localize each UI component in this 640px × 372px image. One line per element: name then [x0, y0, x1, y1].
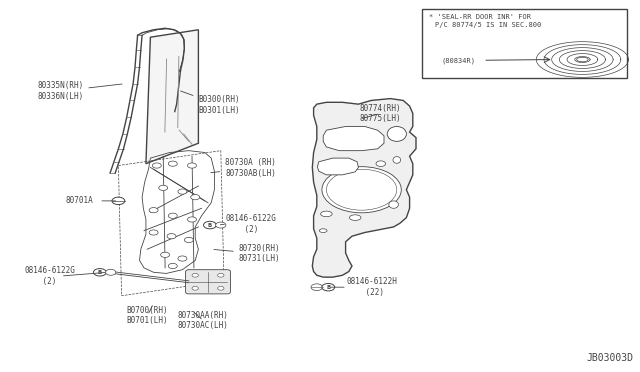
FancyBboxPatch shape: [422, 9, 627, 78]
Circle shape: [106, 269, 116, 275]
Ellipse shape: [387, 126, 406, 141]
Ellipse shape: [388, 201, 398, 208]
Circle shape: [322, 167, 401, 213]
Text: 80335N(RH)
80336N(LH): 80335N(RH) 80336N(LH): [37, 81, 122, 101]
Ellipse shape: [349, 215, 361, 220]
Ellipse shape: [393, 157, 401, 163]
Text: B: B: [208, 222, 212, 228]
Circle shape: [168, 263, 177, 269]
Ellipse shape: [376, 161, 385, 166]
Circle shape: [216, 222, 226, 228]
Text: 80730AA(RH)
80730AC(LH): 80730AA(RH) 80730AC(LH): [178, 311, 228, 330]
Text: 80730A (RH)
80730AB(LH): 80730A (RH) 80730AB(LH): [211, 158, 276, 178]
Polygon shape: [312, 99, 416, 277]
Circle shape: [218, 273, 224, 277]
Circle shape: [149, 208, 158, 213]
Text: 80774(RH)
80775(LH): 80774(RH) 80775(LH): [360, 104, 401, 123]
Ellipse shape: [321, 211, 332, 217]
Text: B0700(RH)
B0701(LH): B0700(RH) B0701(LH): [127, 306, 168, 325]
Circle shape: [152, 163, 161, 168]
Ellipse shape: [319, 229, 327, 232]
Circle shape: [204, 221, 216, 229]
Circle shape: [192, 273, 198, 277]
Polygon shape: [317, 158, 358, 175]
Circle shape: [188, 217, 196, 222]
Text: P/C 80774/5 IS IN SEC.800: P/C 80774/5 IS IN SEC.800: [435, 22, 541, 28]
Circle shape: [149, 230, 158, 235]
Circle shape: [178, 256, 187, 261]
Text: 80730(RH)
80731(LH): 80730(RH) 80731(LH): [214, 244, 280, 263]
Polygon shape: [146, 30, 198, 164]
Circle shape: [218, 286, 224, 290]
Circle shape: [192, 286, 198, 290]
Circle shape: [112, 197, 125, 205]
Circle shape: [322, 283, 335, 291]
Text: 80701A: 80701A: [66, 196, 93, 205]
Polygon shape: [323, 126, 384, 151]
Text: B0300(RH)
B0301(LH): B0300(RH) B0301(LH): [180, 91, 240, 115]
Text: 08146-6122H
    (22): 08146-6122H (22): [347, 278, 397, 297]
Circle shape: [311, 284, 323, 291]
Circle shape: [161, 252, 170, 257]
Text: * 'SEAL-RR DOOR INR' FOR: * 'SEAL-RR DOOR INR' FOR: [429, 15, 531, 20]
Circle shape: [93, 269, 106, 276]
Text: B: B: [326, 285, 330, 290]
Text: 08146-6122G
    (2): 08146-6122G (2): [24, 266, 75, 286]
Circle shape: [168, 161, 177, 166]
Circle shape: [167, 234, 176, 239]
Ellipse shape: [577, 57, 588, 62]
Text: B: B: [98, 270, 102, 275]
Circle shape: [191, 195, 200, 200]
FancyBboxPatch shape: [186, 270, 230, 294]
Circle shape: [184, 237, 193, 243]
Circle shape: [159, 185, 168, 190]
Circle shape: [168, 213, 177, 218]
Text: 08146-6122G
    (2): 08146-6122G (2): [226, 214, 276, 234]
Text: JB03003D: JB03003D: [587, 353, 634, 363]
Text: (80834R): (80834R): [442, 57, 476, 64]
Circle shape: [188, 163, 196, 168]
Circle shape: [178, 189, 187, 194]
